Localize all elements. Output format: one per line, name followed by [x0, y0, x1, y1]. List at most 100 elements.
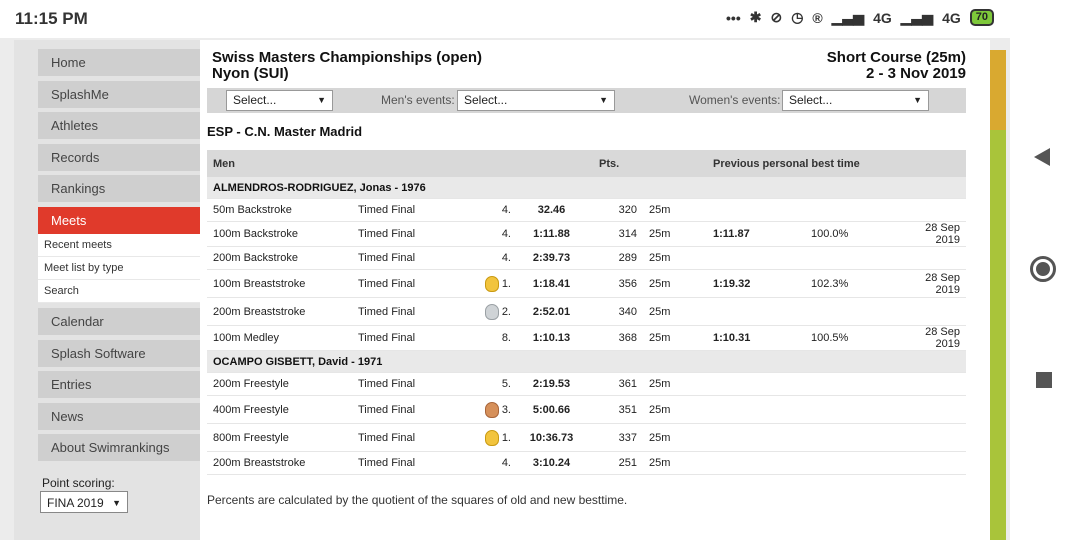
time-cell: 2:52.01 [514, 297, 589, 326]
date-cell: 28 Sep 2019 [901, 269, 966, 298]
session-select[interactable]: Select... ▼ [226, 90, 333, 111]
sidebar-subitem-recent-meets[interactable]: Recent meets [38, 234, 200, 257]
place-value: 3. [501, 403, 511, 416]
womens-events-select[interactable]: Select... ▼ [782, 90, 929, 111]
percent-cell [801, 395, 901, 424]
meet-dates: 2 - 3 Nov 2019 [865, 65, 966, 82]
table-row[interactable]: 200m Breaststroke Timed Final 2. 2:52.01 340… [207, 297, 966, 326]
scrollbar-thumb[interactable] [990, 50, 1006, 130]
round-cell: Timed Final [358, 269, 463, 298]
event-cell: 100m Medley [207, 325, 358, 351]
header-pts: Pts. [589, 150, 643, 177]
sidebar-item-news[interactable]: News [38, 402, 200, 430]
round-cell: Timed Final [358, 221, 463, 247]
table-row[interactable]: 100m Medley Timed Final 8. 1:10.13 368 25m 1:1… [207, 325, 966, 351]
percent-cell [801, 372, 901, 396]
session-select-value: Select... [233, 93, 277, 107]
percent-cell [801, 451, 901, 475]
place-cell: 5. [463, 372, 514, 396]
course-cell: 25m [643, 325, 705, 351]
sidebar-item-splashme[interactable]: SplashMe [38, 80, 200, 108]
points-cell: 314 [589, 221, 643, 247]
previous-time-cell: 1:10.31 [705, 325, 801, 351]
sidebar-submenu: Recent meets Meet list by type Search [38, 234, 200, 303]
round-cell: Timed Final [358, 372, 463, 396]
points-cell: 251 [589, 451, 643, 475]
course-cell: 25m [643, 423, 705, 452]
place-cell: 3. [463, 395, 514, 424]
home-icon[interactable] [1030, 256, 1056, 282]
sidebar-item-entries[interactable]: Entries [38, 371, 200, 398]
sidebar-item-meets[interactable]: Meets [38, 206, 200, 234]
place-cell: 4. [463, 451, 514, 475]
bluetooth-icon: ✱ [749, 9, 762, 25]
back-icon[interactable] [1034, 148, 1050, 166]
athlete-row[interactable]: OCAMPO GISBETT, David - 1971 [207, 350, 966, 373]
table-row[interactable]: 200m Backstroke Timed Final 4. 2:39.73 289 25… [207, 246, 966, 270]
place-value: 1. [501, 277, 511, 290]
point-scoring-select[interactable]: FINA 2019 ▼ [40, 491, 128, 513]
table-row[interactable]: 100m Backstroke Timed Final 4. 1:11.88 314 25… [207, 221, 966, 247]
point-scoring-label: Point scoring: [42, 476, 115, 490]
sidebar-item-splash-software[interactable]: Splash Software [38, 339, 200, 367]
header-gender: Men [207, 150, 358, 177]
sidebar-item-about[interactable]: About Swimrankings [38, 434, 200, 461]
recent-apps-icon[interactable] [1036, 372, 1052, 388]
signal-icon: ▁▃▅ [900, 9, 934, 25]
table-row[interactable]: 200m Breaststroke Timed Final 4. 3:10.24 251… [207, 451, 966, 475]
table-row[interactable]: 200m Freestyle Timed Final 5. 2:19.53 361 25m [207, 372, 966, 396]
status-icons: ••• ✱ ⊘ ◷ ® ▁▃▅ 4G ▁▃▅ 4G 70 [726, 9, 994, 26]
points-cell: 289 [589, 246, 643, 270]
mute-icon: ⊘ [770, 9, 783, 25]
percent-cell [801, 423, 901, 452]
time-cell: 10:36.73 [514, 423, 589, 452]
sidebar-item-athletes[interactable]: Athletes [38, 112, 200, 139]
previous-time-cell: 1:11.87 [705, 221, 801, 247]
percent-cell: 102.3% [801, 269, 901, 298]
point-scoring-value: FINA 2019 [47, 496, 104, 510]
sidebar-item-calendar[interactable]: Calendar [38, 308, 200, 335]
date-cell: 28 Sep 2019 [901, 221, 966, 247]
time-cell: 1:11.88 [514, 221, 589, 247]
athlete-name[interactable]: OCAMPO GISBETT, David - 1971 [207, 350, 966, 373]
table-row[interactable]: 100m Breaststroke Timed Final 1. 1:18.41 356… [207, 269, 966, 298]
date-cell [901, 395, 966, 424]
date-cell [901, 372, 966, 396]
womens-events-value: Select... [789, 93, 833, 107]
table-row[interactable]: 800m Freestyle Timed Final 1. 10:36.73 337 25… [207, 423, 966, 452]
scrollbar[interactable] [990, 50, 1006, 540]
sidebar-item-records[interactable]: Records [38, 143, 200, 171]
time-cell: 2:19.53 [514, 372, 589, 396]
date-cell [901, 423, 966, 452]
place-cell: 4. [463, 198, 514, 222]
sidebar-subitem-search[interactable]: Search [38, 280, 200, 303]
footnote: Percents are calculated by the quotient … [207, 493, 628, 507]
chevron-down-icon: ▼ [599, 95, 608, 105]
network-label-2: 4G [942, 9, 961, 26]
time-cell: 2:39.73 [514, 246, 589, 270]
meet-course: Short Course (25m) [826, 49, 966, 66]
time-cell: 1:18.41 [514, 269, 589, 298]
percent-cell: 100.0% [801, 221, 901, 247]
round-cell: Timed Final [358, 395, 463, 424]
sidebar-subitem-meet-list-by-type[interactable]: Meet list by type [38, 257, 200, 280]
sidebar-item-rankings[interactable]: Rankings [38, 175, 200, 202]
course-cell: 25m [643, 372, 705, 396]
athlete-row[interactable]: ALMENDROS-RODRIGUEZ, Jonas - 1976 [207, 177, 966, 199]
table-row[interactable]: 50m Backstroke Timed Final 4. 32.46 320 25m [207, 198, 966, 222]
club-name: ESP - C.N. Master Madrid [207, 124, 363, 139]
previous-time-cell [705, 198, 801, 222]
points-cell: 340 [589, 297, 643, 326]
chevron-down-icon: ▼ [317, 95, 326, 105]
mens-events-select[interactable]: Select... ▼ [457, 90, 615, 111]
place-cell: 4. [463, 221, 514, 247]
mens-events-label: Men's events: [381, 93, 455, 107]
round-cell: Timed Final [358, 198, 463, 222]
athlete-name[interactable]: ALMENDROS-RODRIGUEZ, Jonas - 1976 [207, 177, 966, 199]
chevron-down-icon: ▼ [913, 95, 922, 105]
table-row[interactable]: 400m Freestyle Timed Final 3. 5:00.66 351 25m [207, 395, 966, 424]
date-cell [901, 246, 966, 270]
sidebar-item-home[interactable]: Home [38, 49, 200, 76]
time-cell: 3:10.24 [514, 451, 589, 475]
previous-time-cell [705, 297, 801, 326]
